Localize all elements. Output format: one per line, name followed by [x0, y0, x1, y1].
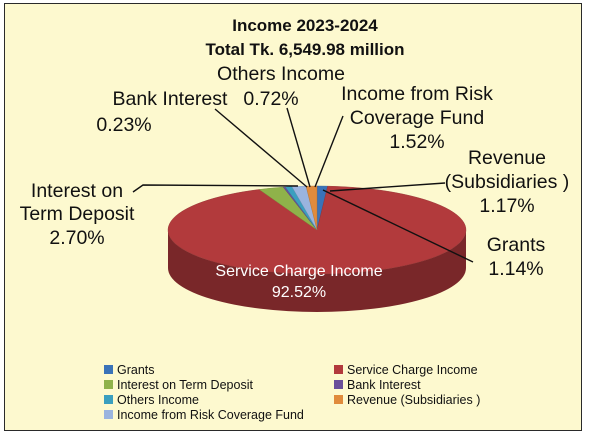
- leader-lines: [132, 107, 474, 263]
- chart-title: Income 2023-2024: [232, 16, 378, 35]
- label-revenue-value: 1.17%: [479, 195, 534, 217]
- label-service-charge-value: 92.52%: [272, 284, 326, 301]
- leader-revenue: [329, 182, 446, 192]
- chart-subtitle: Total Tk. 6,549.98 million: [205, 40, 404, 59]
- pie-side-service-charge-income: [168, 230, 466, 312]
- legend-swatch-grants: [104, 365, 113, 374]
- legend-label-risk-fund: Income from Risk Coverage Fund: [117, 408, 304, 422]
- pie-slice-service-charge-income: [167, 185, 467, 275]
- legend-swatch-interest-term-deposit: [104, 380, 113, 389]
- label-term-deposit-value: 2.70%: [49, 227, 104, 249]
- label-bank-interest-name: Bank Interest: [113, 88, 228, 110]
- pie-layer: [167, 185, 467, 312]
- label-revenue-line2: (Subsidiaries ): [445, 171, 570, 193]
- label-revenue-line1: Revenue: [468, 147, 546, 169]
- leader-grants: [322, 189, 474, 263]
- label-grants-value: 1.14%: [488, 258, 543, 280]
- pie-chart: Income 2023-2024 Total Tk. 6,549.98 mill…: [20, 16, 570, 422]
- legend-label-revenue-subsidiaries: Revenue (Subsidiaries ): [347, 393, 480, 407]
- pie-side-walls: [168, 230, 466, 312]
- label-others-income-name: Others Income: [217, 63, 345, 85]
- label-risk-fund-line2: Coverage Fund: [350, 107, 484, 129]
- leader-others-income: [286, 107, 311, 188]
- label-others-income-value: 0.72%: [243, 88, 298, 110]
- label-term-deposit-line2: Term Deposit: [20, 203, 135, 225]
- legend-swatch-others-income: [104, 395, 113, 404]
- leader-bank-interest: [214, 108, 308, 188]
- legend-swatch-service-charge: [334, 365, 343, 374]
- legend-label-grants: Grants: [117, 363, 155, 377]
- legend-swatch-risk-fund: [104, 410, 113, 419]
- label-bank-interest-value: 0.23%: [96, 114, 151, 136]
- legend-label-service-charge: Service Charge Income: [347, 363, 478, 377]
- legend-label-interest-term-deposit: Interest on Term Deposit: [117, 378, 253, 392]
- label-grants-name: Grants: [487, 234, 546, 256]
- legend-swatch-bank-interest: [334, 380, 343, 389]
- label-service-charge-name: Service Charge Income: [215, 263, 382, 280]
- legend-label-bank-interest: Bank Interest: [347, 378, 421, 392]
- leader-risk-fund: [314, 115, 344, 188]
- legend-swatch-revenue-subsidiaries: [334, 395, 343, 404]
- chart-frame: Income 2023-2024 Total Tk. 6,549.98 mill…: [4, 3, 582, 431]
- leader-term-deposit: [132, 184, 299, 193]
- legend: Grants Interest on Term Deposit Others I…: [104, 363, 480, 422]
- pie-top: [167, 185, 467, 275]
- label-risk-fund-line1: Income from Risk: [341, 83, 493, 105]
- label-term-deposit-line1: Interest on: [31, 180, 123, 202]
- legend-label-others-income: Others Income: [117, 393, 199, 407]
- label-risk-fund-value: 1.52%: [389, 131, 444, 153]
